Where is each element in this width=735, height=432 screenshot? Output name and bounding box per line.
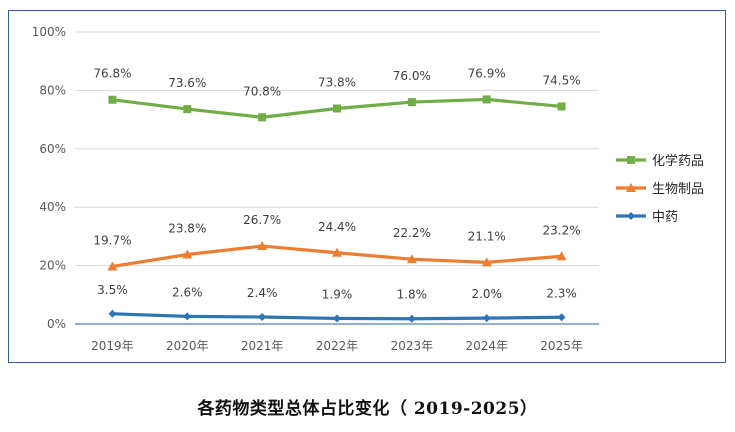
data-point: [183, 105, 192, 114]
data-label: 70.8%: [243, 84, 281, 98]
data-label: 19.7%: [93, 233, 131, 247]
data-label: 73.6%: [168, 76, 206, 90]
data-point: [481, 257, 492, 267]
data-point: [557, 102, 566, 111]
y-tick-label: 80%: [39, 83, 66, 97]
data-point: [108, 95, 117, 104]
x-tick-label: 2022年: [316, 339, 359, 353]
data-label: 1.8%: [397, 288, 428, 302]
data-point: [482, 314, 491, 323]
legend-label: 化学药品: [652, 153, 704, 169]
data-point: [107, 261, 118, 271]
data-point: [556, 251, 567, 261]
x-tick-label: 2025年: [540, 339, 583, 353]
x-tick-label: 2020年: [166, 339, 209, 353]
data-label: 22.2%: [393, 226, 431, 240]
data-point: [482, 95, 491, 104]
data-label: 24.4%: [318, 220, 356, 234]
legend-label: 生物制品: [652, 182, 704, 197]
legend-label: 中药: [652, 210, 678, 225]
data-label: 21.1%: [468, 229, 506, 243]
data-label: 2.6%: [172, 285, 203, 299]
y-tick-label: 20%: [39, 259, 66, 273]
data-point: [407, 314, 416, 323]
y-tick-label: 100%: [32, 25, 66, 39]
data-point: [258, 113, 267, 122]
data-point: [407, 98, 416, 107]
data-point: [183, 312, 192, 321]
legend-marker: [627, 156, 635, 164]
data-label: 2.4%: [247, 286, 278, 300]
data-point: [406, 254, 417, 264]
data-label: 76.8%: [93, 67, 131, 81]
legend-marker: [626, 183, 636, 192]
data-label: 1.9%: [322, 287, 353, 301]
data-label: 23.2%: [543, 223, 581, 237]
data-label: 3.5%: [97, 283, 128, 297]
data-label: 2.3%: [546, 286, 577, 300]
data-label: 73.8%: [318, 76, 356, 90]
x-tick-label: 2019年: [91, 339, 134, 353]
data-point: [557, 313, 566, 322]
y-tick-label: 40%: [39, 200, 66, 214]
data-point: [333, 314, 341, 323]
data-label: 26.7%: [243, 213, 281, 227]
data-label: 2.0%: [471, 287, 502, 301]
legend-marker: [627, 212, 635, 220]
x-tick-label: 2024年: [465, 339, 508, 353]
data-point: [182, 249, 193, 259]
chart-caption: 各药物类型总体占比变化（ 2019-2025）: [197, 399, 538, 419]
data-label: 76.0%: [393, 69, 431, 83]
data-point: [332, 247, 342, 257]
data-label: 23.8%: [168, 222, 206, 236]
x-tick-label: 2023年: [391, 339, 434, 353]
chart-frame: 0% 20% 40% 60% 80% 100% 2019年 2020年 2021年 2022年 20…: [8, 10, 726, 363]
data-label: 76.9%: [468, 66, 506, 80]
x-tick-label: 2021年: [241, 339, 284, 353]
data-label: 74.5%: [543, 73, 581, 87]
line-chart: 0% 20% 40% 60% 80% 100% 2019年 2020年 2021年 2022年 20…: [32, 25, 704, 353]
data-point: [258, 312, 267, 321]
y-tick-label: 60%: [39, 142, 66, 156]
data-point: [333, 104, 341, 113]
data-point: [108, 309, 117, 318]
data-point: [257, 241, 268, 251]
y-tick-label: 0%: [47, 317, 66, 331]
